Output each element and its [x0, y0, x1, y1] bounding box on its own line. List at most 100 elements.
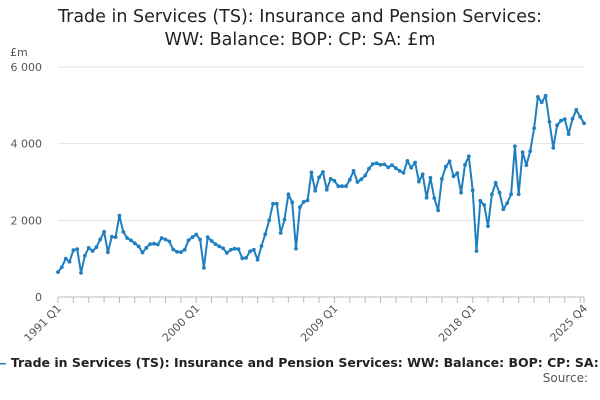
data-point [240, 256, 245, 261]
data-point [566, 132, 571, 137]
data-point [71, 248, 76, 253]
data-point [394, 166, 398, 171]
gridlines [58, 66, 584, 298]
source-label: Source: [542, 371, 588, 385]
data-point [324, 187, 329, 192]
data-point [313, 188, 318, 193]
data-point [144, 246, 149, 250]
data-point [509, 192, 513, 197]
data-point [351, 169, 356, 173]
data-point [67, 259, 72, 264]
data-point [463, 162, 467, 167]
data-point [528, 149, 533, 154]
data-point [432, 196, 437, 201]
data-point [401, 170, 406, 175]
data-point [155, 242, 160, 247]
data-point [163, 237, 168, 242]
data-point [274, 201, 279, 206]
data-point [466, 154, 471, 159]
data-point [282, 217, 287, 222]
data-point [129, 238, 133, 243]
data-point [121, 229, 126, 234]
data-point [336, 184, 341, 189]
data-point [221, 246, 226, 251]
chart-title-line-1: Trade in Services (TS): Insurance and Pe… [58, 7, 542, 27]
data-point [213, 242, 218, 247]
legend-marker: — [0, 355, 11, 370]
data-point [420, 172, 425, 177]
x-tick-label: 2009 Q1 [298, 302, 341, 345]
data-point [59, 265, 64, 269]
data-point [428, 175, 433, 180]
data-point [217, 244, 222, 249]
data-point [347, 177, 352, 182]
data-point [328, 177, 333, 181]
data-point [474, 249, 479, 253]
y-axis-label: £m [10, 46, 28, 59]
data-point [98, 237, 103, 242]
data-point [171, 247, 176, 252]
data-point [294, 246, 298, 251]
data-point [321, 170, 325, 174]
data-point [486, 224, 490, 229]
data-point [286, 192, 291, 197]
data-point [56, 270, 60, 274]
data-point [309, 170, 314, 175]
data-point [136, 244, 141, 249]
data-point [574, 108, 579, 112]
series-points [56, 93, 586, 275]
x-tick-label: 2000 Q1 [160, 302, 203, 345]
data-point [505, 201, 510, 206]
y-axis-tick-labels: 0 2 000 4 000 6 000 [11, 61, 43, 304]
chart-title-line-2: WW: Balance: BOP: CP: SA: £m [164, 30, 436, 50]
data-point [186, 238, 191, 243]
data-point [436, 208, 440, 213]
data-point [79, 271, 83, 275]
data-point [182, 247, 187, 252]
data-point [482, 203, 487, 207]
data-point [451, 174, 456, 179]
data-point [340, 184, 344, 189]
data-point [570, 116, 575, 121]
y-tick-label: 2 000 [11, 214, 43, 227]
data-point [159, 236, 164, 240]
y-tick-label: 4 000 [11, 138, 43, 151]
data-point [409, 165, 414, 170]
legend-series-label: Trade in Services (TS): Insurance and Pe… [10, 355, 600, 370]
data-point [355, 180, 360, 184]
data-point [470, 188, 475, 193]
data-point [374, 161, 379, 166]
data-point [106, 250, 110, 255]
data-point [63, 256, 68, 261]
data-point [194, 232, 199, 237]
data-point [344, 184, 348, 189]
data-point [113, 235, 118, 240]
data-point [232, 246, 237, 251]
data-point [513, 144, 517, 149]
data-point [94, 245, 99, 250]
x-axis [57, 296, 585, 303]
data-point [413, 160, 417, 165]
data-point [536, 95, 540, 99]
data-point [259, 244, 264, 248]
data-point [251, 247, 256, 252]
data-point [562, 117, 567, 121]
data-point [524, 163, 529, 168]
data-point [190, 235, 195, 240]
chart-title: Trade in Services (TS): Insurance and Pe… [0, 6, 600, 52]
data-point [117, 213, 122, 218]
data-point [455, 171, 460, 176]
data-point [559, 118, 563, 123]
data-point [532, 126, 536, 131]
data-point [263, 232, 268, 237]
x-tick-label: 1991 Q1 [22, 302, 65, 345]
data-point [83, 253, 87, 258]
data-point [370, 162, 375, 166]
data-point [493, 180, 498, 185]
data-point [305, 198, 310, 203]
y-tick-label: 0 [35, 291, 42, 304]
y-tick-label: 6 000 [11, 61, 43, 74]
data-point [167, 239, 172, 244]
data-point [543, 93, 548, 98]
